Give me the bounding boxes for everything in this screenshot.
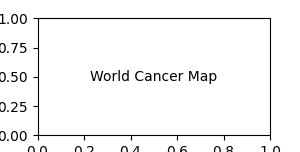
Text: World Cancer Map: World Cancer Map [90, 70, 218, 84]
